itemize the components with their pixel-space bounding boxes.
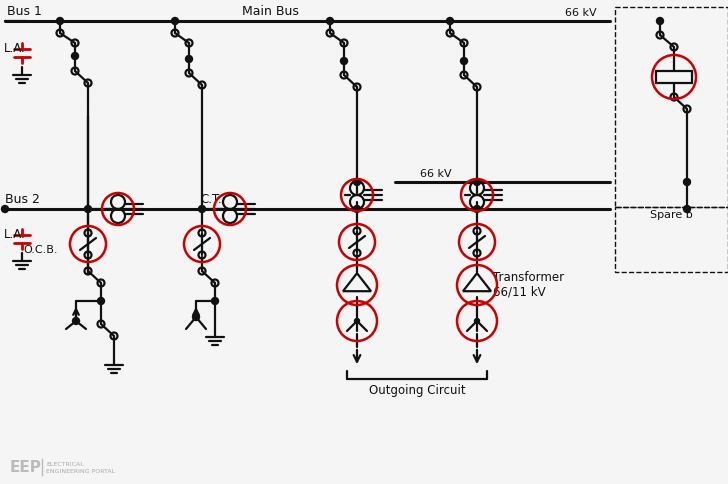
Circle shape xyxy=(657,18,663,26)
Circle shape xyxy=(192,314,199,321)
Circle shape xyxy=(354,179,360,186)
Circle shape xyxy=(461,59,467,65)
Circle shape xyxy=(73,318,79,325)
Circle shape xyxy=(57,18,63,26)
Text: EEP: EEP xyxy=(10,459,42,474)
Circle shape xyxy=(473,206,480,213)
Circle shape xyxy=(355,319,360,324)
Text: O.C.B.: O.C.B. xyxy=(23,244,58,255)
Circle shape xyxy=(84,206,92,213)
Text: Bus 2: Bus 2 xyxy=(5,193,40,206)
Circle shape xyxy=(326,18,333,26)
Circle shape xyxy=(1,206,9,213)
Circle shape xyxy=(684,206,690,213)
Text: Transformer
66/11 kV: Transformer 66/11 kV xyxy=(493,271,564,298)
Circle shape xyxy=(341,59,347,65)
Circle shape xyxy=(475,319,480,324)
Text: Outgoing Circuit: Outgoing Circuit xyxy=(368,383,465,396)
Bar xyxy=(615,208,728,272)
Bar xyxy=(656,72,692,84)
Text: Spare b: Spare b xyxy=(650,210,693,220)
Circle shape xyxy=(212,298,218,305)
Text: Main Bus: Main Bus xyxy=(242,5,298,18)
Circle shape xyxy=(354,206,360,213)
Bar xyxy=(615,8,728,208)
Circle shape xyxy=(71,53,79,60)
Text: 66 kV: 66 kV xyxy=(420,168,451,179)
Text: L.A.: L.A. xyxy=(4,227,25,241)
Circle shape xyxy=(446,18,454,26)
Circle shape xyxy=(473,179,480,186)
Circle shape xyxy=(172,18,178,26)
Circle shape xyxy=(199,206,205,213)
Circle shape xyxy=(98,298,105,305)
Text: 66 kV: 66 kV xyxy=(565,8,597,18)
Circle shape xyxy=(186,56,192,63)
Text: Bus 1: Bus 1 xyxy=(7,5,42,18)
Text: ELECTRICAL
ENGINEERING PORTAL: ELECTRICAL ENGINEERING PORTAL xyxy=(46,461,115,473)
Text: C.T.: C.T. xyxy=(200,193,221,206)
Circle shape xyxy=(684,179,690,186)
Text: L.A.: L.A. xyxy=(4,42,25,55)
